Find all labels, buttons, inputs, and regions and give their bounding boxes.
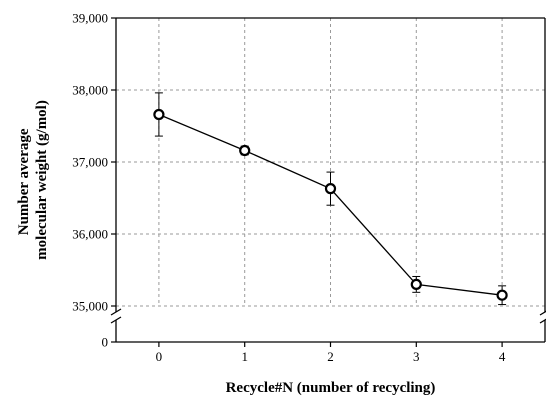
grid-layer <box>116 18 545 307</box>
data-point-1 <box>239 144 251 157</box>
left-break-mark-2 <box>110 316 122 324</box>
tick-layer: 35,000 36,000 37,000 38,000 39,000 0 0 1 2 3 4 <box>72 11 506 365</box>
data-point-4 <box>496 289 508 301</box>
x-tick-label-0: 0 <box>156 349 163 364</box>
y-tick-label-lower-0: 0 <box>102 335 109 350</box>
series-layer <box>153 92 508 306</box>
right-break-mark-2 <box>539 318 546 324</box>
y-axis-title-line-1: Number average <box>16 128 32 235</box>
y-tick-label-0: 35,000 <box>72 299 108 314</box>
x-axis-title: Recycle#N (number of recycling) <box>226 380 436 396</box>
y-tick-label-4: 39,000 <box>72 11 108 26</box>
data-point-0 <box>153 108 165 121</box>
x-tick-label-1: 1 <box>241 349 248 364</box>
right-break-mark-1 <box>539 310 546 316</box>
x-tick-label-2: 2 <box>327 349 334 364</box>
y-tick-label-3: 38,000 <box>72 83 108 98</box>
left-break-mark-1 <box>110 308 122 316</box>
y-axis-title-line-2: molecular weight (g/mol) <box>34 100 50 260</box>
x-tick-label-3: 3 <box>413 349 420 364</box>
data-point-2 <box>324 183 337 195</box>
y-axis-title: Number average molecular weight (g/mol) <box>16 100 50 260</box>
y-tick-label-1: 36,000 <box>72 227 108 242</box>
x-tick-label-4: 4 <box>499 349 506 364</box>
plot-frame <box>110 17 546 343</box>
y-tick-label-2: 37,000 <box>72 155 108 170</box>
data-point-3 <box>410 278 422 290</box>
